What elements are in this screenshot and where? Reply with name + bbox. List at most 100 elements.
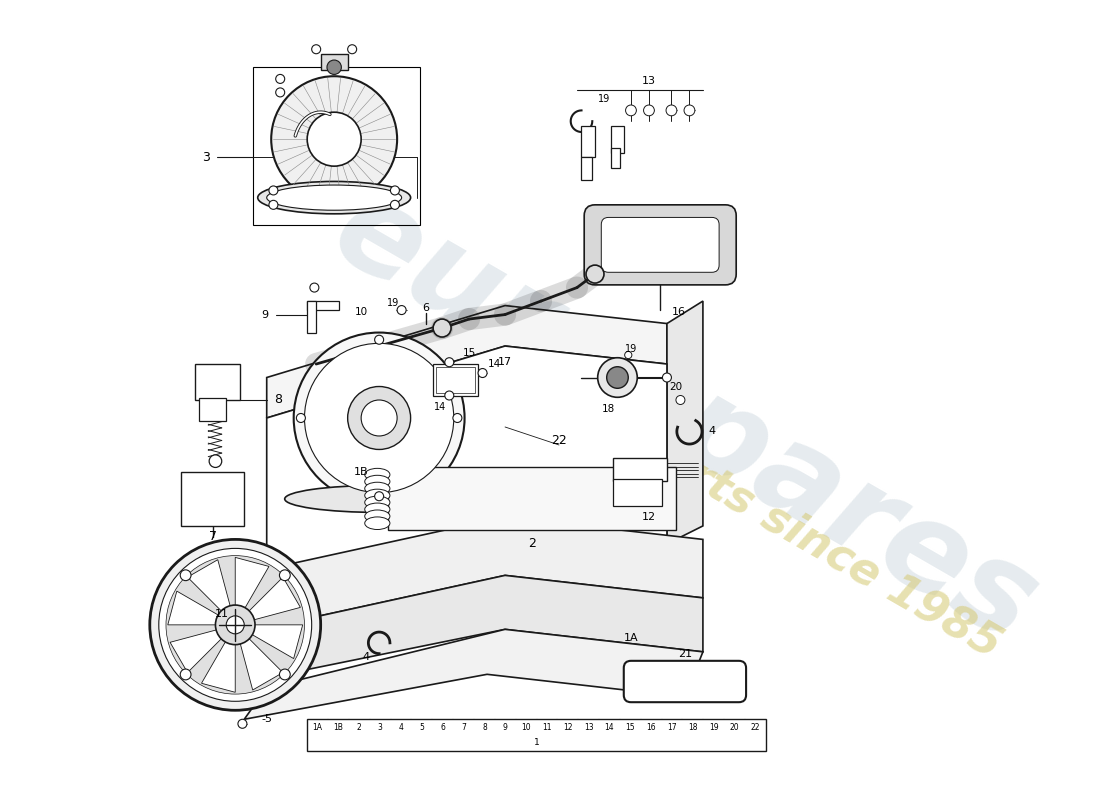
Circle shape <box>361 400 397 436</box>
Ellipse shape <box>285 486 474 513</box>
Text: 19: 19 <box>386 298 399 308</box>
Ellipse shape <box>365 475 389 488</box>
Circle shape <box>279 570 290 581</box>
Polygon shape <box>199 549 253 558</box>
Circle shape <box>444 391 454 400</box>
FancyBboxPatch shape <box>602 218 719 272</box>
Bar <box>612 148 620 168</box>
Bar <box>613 458 667 481</box>
Text: 2: 2 <box>356 723 362 732</box>
Circle shape <box>478 369 487 378</box>
Text: 21: 21 <box>678 649 692 658</box>
Circle shape <box>390 200 399 210</box>
Bar <box>307 719 766 750</box>
Text: eurospares: eurospares <box>312 168 1057 668</box>
Circle shape <box>586 265 604 283</box>
Polygon shape <box>217 575 703 688</box>
Ellipse shape <box>365 496 389 509</box>
Circle shape <box>397 306 406 314</box>
Text: 22: 22 <box>551 434 566 447</box>
Circle shape <box>644 105 654 116</box>
Text: 19: 19 <box>625 344 637 354</box>
Text: 3: 3 <box>202 150 210 164</box>
Text: 16: 16 <box>647 723 656 732</box>
Circle shape <box>375 335 384 344</box>
Circle shape <box>348 45 356 54</box>
Polygon shape <box>170 630 222 673</box>
Circle shape <box>150 539 321 710</box>
Circle shape <box>276 74 285 83</box>
Text: 15: 15 <box>626 723 635 732</box>
Text: 10: 10 <box>355 307 368 317</box>
Text: 2: 2 <box>528 538 536 550</box>
Circle shape <box>158 549 311 702</box>
Bar <box>388 467 675 530</box>
Text: 1A: 1A <box>312 723 322 732</box>
Bar <box>307 301 316 333</box>
Polygon shape <box>217 517 703 638</box>
Polygon shape <box>667 301 703 544</box>
FancyBboxPatch shape <box>584 205 736 285</box>
Circle shape <box>166 555 305 694</box>
Bar <box>321 54 348 70</box>
Text: 9: 9 <box>262 310 268 319</box>
Text: 4: 4 <box>708 426 715 437</box>
Text: 16: 16 <box>671 307 685 317</box>
Circle shape <box>268 186 278 195</box>
Bar <box>307 301 339 310</box>
Circle shape <box>433 319 451 337</box>
Circle shape <box>180 669 191 680</box>
Bar <box>433 364 478 395</box>
Text: 1B: 1B <box>354 467 368 477</box>
Text: 3: 3 <box>377 723 383 732</box>
Bar <box>582 157 592 180</box>
Circle shape <box>268 200 278 210</box>
Text: classic parts since 1985: classic parts since 1985 <box>469 330 1009 667</box>
Text: 5: 5 <box>419 723 425 732</box>
Bar <box>182 472 244 526</box>
Text: 7: 7 <box>461 723 466 732</box>
Text: 14: 14 <box>434 402 447 412</box>
Circle shape <box>375 492 384 501</box>
Text: 20: 20 <box>729 723 739 732</box>
Polygon shape <box>168 591 220 625</box>
Bar <box>253 67 419 225</box>
Text: 14: 14 <box>605 723 614 732</box>
Text: 6: 6 <box>422 303 429 314</box>
Circle shape <box>453 414 462 422</box>
Text: 13: 13 <box>642 76 656 86</box>
Circle shape <box>390 186 399 195</box>
Text: 6: 6 <box>440 723 446 732</box>
Bar <box>613 479 662 506</box>
Text: 18: 18 <box>602 404 615 414</box>
Circle shape <box>180 570 191 581</box>
Text: 1A: 1A <box>624 634 638 643</box>
Circle shape <box>684 105 695 116</box>
Text: 10: 10 <box>521 723 531 732</box>
Text: 12: 12 <box>563 723 573 732</box>
Circle shape <box>216 605 255 645</box>
Polygon shape <box>251 625 302 658</box>
Circle shape <box>666 105 676 116</box>
Text: 1B: 1B <box>333 723 343 732</box>
Polygon shape <box>248 577 300 620</box>
Text: 1: 1 <box>534 738 539 747</box>
Polygon shape <box>244 549 253 602</box>
Circle shape <box>276 88 285 97</box>
Text: 4: 4 <box>362 652 370 662</box>
Circle shape <box>675 395 685 405</box>
Polygon shape <box>235 558 270 610</box>
Circle shape <box>327 60 341 74</box>
Text: 17: 17 <box>668 723 676 732</box>
Text: 19: 19 <box>598 94 611 104</box>
Text: 19: 19 <box>708 723 718 732</box>
Ellipse shape <box>365 468 389 481</box>
Ellipse shape <box>365 510 389 522</box>
Ellipse shape <box>365 489 389 502</box>
Bar <box>195 364 240 400</box>
Circle shape <box>607 366 628 388</box>
FancyBboxPatch shape <box>624 661 746 702</box>
Bar <box>612 126 624 153</box>
Circle shape <box>294 333 464 503</box>
Text: 14: 14 <box>487 359 500 369</box>
